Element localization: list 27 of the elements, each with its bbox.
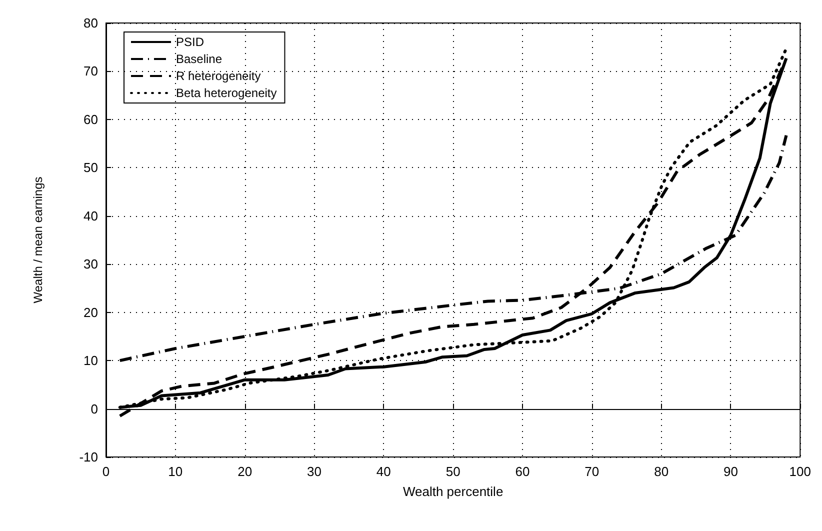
y-tick-label: -10 (79, 450, 98, 464)
x-tick-label: 40 (376, 464, 391, 479)
y-tick-label: 30 (84, 256, 98, 272)
y-tick-label: 80 (84, 16, 98, 30)
x-tick-label: 80 (654, 464, 669, 479)
y-tick-label: 50 (84, 160, 98, 176)
legend-label: R heterogeneity (176, 69, 261, 83)
y-tick-label: 70 (84, 64, 98, 79)
x-tick-label: 50 (446, 464, 460, 479)
x-tick-label: 20 (238, 464, 252, 479)
legend-label: Beta heterogeneity (176, 86, 277, 100)
y-axis-title: Wealth / mean earnings (31, 176, 45, 304)
x-tick-label: 90 (724, 464, 738, 479)
legend-label: Baseline (176, 52, 222, 66)
y-tick-label: 0 (90, 401, 98, 416)
y-tick-label: 20 (84, 304, 98, 320)
x-axis-title: Wealth percentile (402, 484, 504, 499)
x-tick-label: 30 (307, 464, 322, 479)
y-tick-label: 10 (84, 353, 98, 368)
x-tick-label: 0 (102, 464, 110, 479)
y-tick-label: 40 (84, 208, 98, 224)
x-tick-label: 60 (515, 464, 530, 479)
x-tick-label: 10 (168, 464, 183, 479)
legend-label: PSID (176, 35, 204, 49)
x-tick-label: 70 (584, 464, 600, 479)
x-tick-label: 100 (789, 464, 812, 479)
y-tick-label: 60 (84, 112, 98, 127)
